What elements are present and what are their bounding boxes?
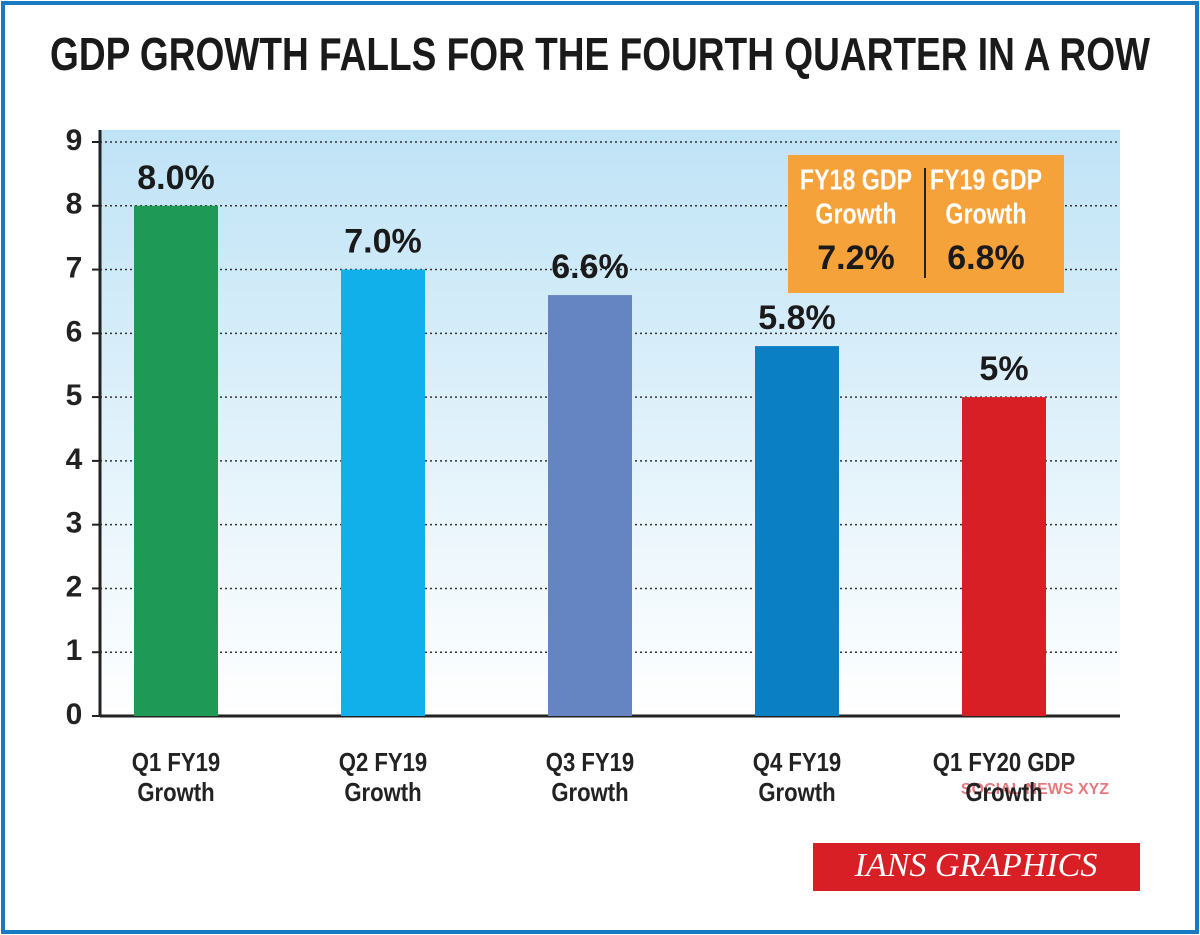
watermark: SOCIAL NEWS XYZ <box>961 781 1109 798</box>
value-label: 7.0% <box>344 223 422 261</box>
y-tick-label: 2 <box>66 570 83 603</box>
bar <box>341 269 425 716</box>
value-label: 6.6% <box>551 248 629 286</box>
annotation-value: 7.2% <box>817 239 895 277</box>
bar <box>134 205 218 716</box>
annotation-label: FY18 GDP <box>800 163 912 196</box>
annotation-value: 6.8% <box>947 239 1025 277</box>
y-tick-label: 5 <box>66 379 83 412</box>
y-tick-label: 1 <box>66 634 83 667</box>
x-tick-label: Q1 FY20 GDP Growth <box>932 747 1076 807</box>
value-label: 8.0% <box>137 159 215 197</box>
x-tick-label: Q3 FY19 Growth <box>545 747 635 807</box>
value-label: 5% <box>979 350 1028 388</box>
y-tick-label: 3 <box>66 507 83 540</box>
x-tick-label: Q2 FY19 Growth <box>338 747 428 807</box>
source: IANS GRAPHICS <box>854 847 1098 884</box>
annotation-label: Growth <box>815 197 896 230</box>
y-tick-label: 9 <box>66 124 83 157</box>
y-tick-label: 6 <box>66 315 83 348</box>
x-tick-label: Q4 FY19 Growth <box>752 747 842 807</box>
bar <box>755 346 839 716</box>
y-tick-label: 7 <box>66 251 83 284</box>
annotation-label: Growth <box>945 197 1026 230</box>
y-tick-label: 4 <box>66 443 83 476</box>
chart-title: GDP GROWTH FALLS FOR THE FOURTH QUARTER … <box>50 28 1150 80</box>
value-label: 5.8% <box>758 299 836 337</box>
y-tick-label: 8 <box>66 188 83 221</box>
x-tick-label: Q1 FY19 Growth <box>131 747 221 807</box>
annotation-label: FY19 GDP <box>930 163 1042 196</box>
bar <box>548 295 632 716</box>
source-box <box>813 843 1140 891</box>
bar <box>962 397 1046 716</box>
y-tick-label: 0 <box>66 698 83 731</box>
